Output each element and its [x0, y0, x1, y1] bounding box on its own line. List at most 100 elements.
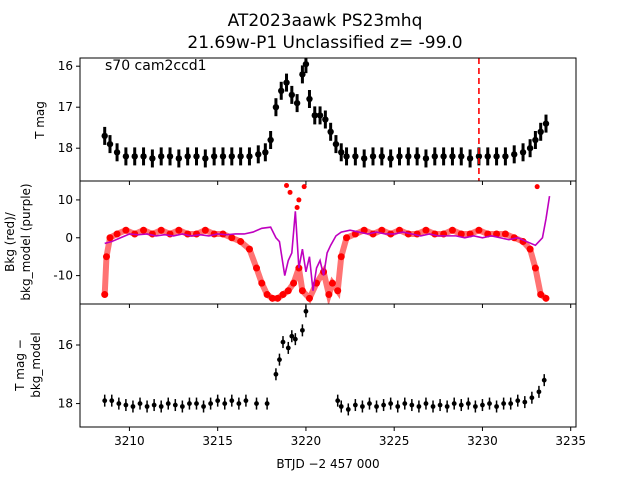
data-point: [201, 404, 206, 409]
data-point: [423, 401, 429, 406]
plot-area: [102, 305, 547, 416]
data-point: [396, 153, 403, 160]
plot-area: [101, 183, 551, 304]
data-point: [378, 153, 386, 160]
data-point: [515, 398, 521, 404]
data-point: [437, 402, 443, 408]
data-point: [332, 140, 340, 148]
bkg-outlier-point: [301, 184, 307, 190]
bkg-outlier-point: [284, 183, 290, 189]
data-point: [123, 402, 129, 408]
bkg-outlier-point: [294, 204, 300, 210]
title-line1: AT2023aawk PS23mhq: [228, 11, 423, 31]
bkg-model-series-purple: [104, 196, 551, 291]
panel-bottom-tmag-minus-bkg: 16 18 3210 3215 3220 3225 3230 3235: [58, 303, 586, 448]
data-point: [237, 153, 244, 160]
data-point: [172, 402, 178, 408]
data-point: [311, 112, 318, 119]
annotation-sector: s70 cam2ccd1: [105, 58, 207, 74]
data-point: [106, 140, 114, 148]
plot-area: [101, 58, 550, 168]
data-point: [322, 116, 329, 123]
data-point: [280, 339, 286, 345]
data-point: [338, 149, 345, 156]
data-point: [158, 404, 164, 409]
data-point: [537, 128, 544, 135]
data-point: [175, 155, 183, 162]
data-point: [219, 153, 227, 160]
x-tick-label: 3220: [291, 434, 322, 448]
data-point: [532, 136, 539, 144]
data-point: [246, 153, 253, 160]
data-point: [302, 60, 310, 68]
data-point: [440, 153, 447, 160]
data-point: [306, 95, 313, 103]
data-point: [236, 401, 242, 406]
data-point: [102, 398, 108, 404]
data-point: [541, 377, 547, 383]
data-point: [222, 401, 228, 406]
data-point: [131, 153, 138, 160]
bkg-series-red: [101, 226, 548, 304]
ylabel-bottom-line1: T mag −: [13, 339, 27, 392]
data-point: [444, 404, 450, 409]
data-point: [484, 153, 491, 160]
data-point: [101, 132, 108, 140]
data-point: [165, 401, 171, 406]
data-point: [536, 389, 542, 395]
data-point: [144, 404, 150, 409]
data-point: [367, 401, 372, 406]
data-point: [360, 155, 368, 162]
data-point: [511, 151, 518, 158]
data-point: [264, 401, 270, 406]
data-point: [316, 112, 324, 119]
data-point: [228, 153, 236, 160]
data-point: [465, 401, 471, 406]
data-point: [283, 79, 290, 86]
ylabel-bottom-line2: bkg_model: [29, 332, 43, 398]
data-point: [413, 153, 421, 160]
data-point: [113, 149, 121, 156]
data-point: [416, 404, 422, 409]
data-point: [194, 401, 199, 406]
data-point: [137, 401, 143, 406]
panel-middle-bkg: -10 0 10: [53, 180, 577, 308]
data-point: [402, 401, 408, 406]
data-point: [422, 155, 430, 162]
data-point: [502, 153, 509, 160]
data-point: [215, 398, 221, 404]
data-point: [542, 120, 550, 127]
bkg-outlier-point: [296, 197, 302, 203]
data-point: [122, 153, 130, 160]
x-tick-label: 3225: [379, 434, 410, 448]
data-point: [166, 153, 174, 160]
data-point: [431, 153, 438, 160]
data-point: [292, 336, 298, 342]
data-point: [480, 402, 485, 408]
data-point: [289, 333, 295, 339]
data-point: [352, 153, 359, 160]
data-point: [519, 149, 527, 156]
title-line2: 21.69w-P1 Unclassified z= -99.0: [187, 33, 462, 53]
data-point: [338, 404, 344, 409]
data-point: [109, 398, 115, 404]
data-point: [387, 155, 394, 162]
data-point: [299, 71, 306, 78]
data-point: [409, 402, 415, 408]
data-point: [130, 404, 136, 409]
data-point: [157, 153, 165, 160]
y-tick-label: 18: [58, 141, 73, 155]
data-point: [254, 401, 259, 406]
ylabel-top: T mag: [33, 101, 47, 140]
y-tick-label: 0: [65, 231, 73, 245]
data-point: [388, 401, 394, 406]
data-point: [449, 153, 456, 160]
data-point: [374, 404, 379, 409]
data-point: [179, 404, 185, 409]
xlabel: BTJD −2 457 000: [276, 457, 379, 471]
panel-top-tmag: 16 17 18: [58, 57, 577, 185]
data-point: [140, 153, 147, 160]
data-point: [184, 153, 191, 160]
data-point: [303, 308, 309, 314]
data-point: [405, 153, 412, 160]
